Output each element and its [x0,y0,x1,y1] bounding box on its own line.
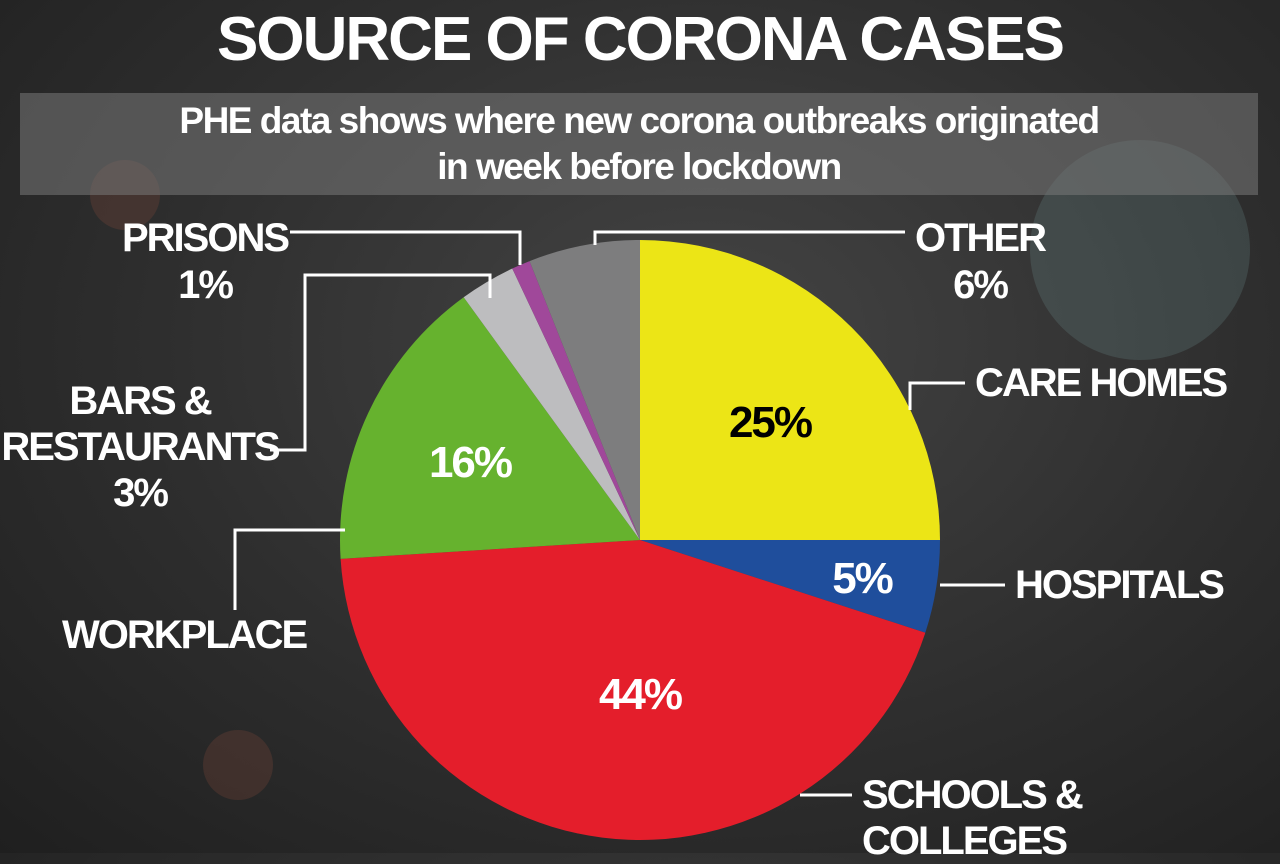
chart-title: SOURCE OF CORONA CASES [217,5,1065,74]
pie-slice [512,261,640,540]
value-label: 6% [953,263,1009,307]
leader-line [233,528,345,610]
pie [339,240,940,841]
slice-name: OTHER [915,216,1047,260]
leader-line [290,230,522,265]
pie-slice [339,297,640,559]
pie-slice [640,540,940,633]
value-label: 25% [728,398,813,447]
slice-name: BARS & RESTAURANTS [1,379,280,469]
value-label: 5% [832,554,894,603]
leader-line [908,381,965,410]
value-label: 1% [178,263,234,307]
subtitle-box [20,93,1258,195]
pie-slice [463,268,640,540]
value-label: 44% [598,670,683,719]
value-label: 16% [428,438,513,487]
slice-name: SCHOOLS & COLLEGES [862,773,1084,863]
slice-name: CARE HOMES [975,361,1228,405]
slice-name: PRISONS [121,216,290,260]
chart-subtitle: PHE data shows where new corona outbreak… [179,100,1100,187]
pie-slice [340,540,926,841]
value-label: 3% [113,471,169,515]
slice-name: WORKPLACE [62,613,308,657]
pie-slice [640,240,940,540]
leader-line [593,230,905,245]
leader-line [270,273,492,452]
background-virus [90,140,1250,800]
pie-slice [529,240,640,540]
slice-name: HOSPITALS [1015,563,1225,607]
